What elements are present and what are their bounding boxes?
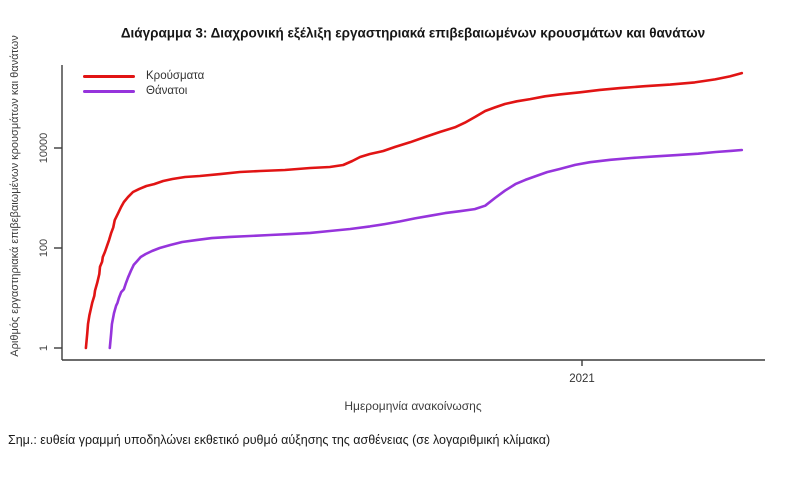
legend-item-cases: Κρούσματα <box>83 69 204 84</box>
y-tick-label-10000: 10000 <box>38 132 50 164</box>
x-tick-label-2021: 2021 <box>569 373 595 385</box>
y-tick-label-1: 1 <box>38 344 50 352</box>
x-axis-title: Ημερομηνία ανακοίνωσης <box>344 399 482 413</box>
cases-line <box>84 71 744 350</box>
deaths-line-swatch <box>83 90 135 93</box>
legend-label-cases: Κρούσματα <box>146 69 205 82</box>
footnote: Σημ.: ευθεία γραμμή υποδηλώνει εκθετικό … <box>8 433 551 447</box>
deaths-line <box>108 148 744 350</box>
cases-line-swatch <box>83 75 135 78</box>
y-axis-ticks <box>54 147 62 349</box>
legend: Κρούσματα Θάνατοι <box>83 69 204 99</box>
y-axis-title: Αριθμός εργαστηριακά επιβεβαιωμένων κρου… <box>9 35 21 357</box>
axes <box>61 65 765 361</box>
legend-item-deaths: Θάνατοι <box>83 84 204 99</box>
chart-title: Διάγραμμα 3: Διαχρονική εξέλιξη εργαστηρ… <box>120 25 706 41</box>
legend-label-deaths: Θάνατοι <box>146 84 188 97</box>
y-tick-label-100: 100 <box>38 238 50 258</box>
series-lines <box>84 71 744 350</box>
